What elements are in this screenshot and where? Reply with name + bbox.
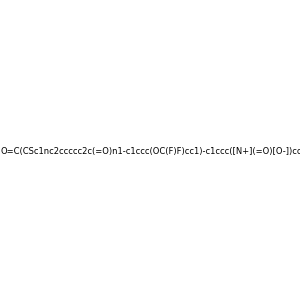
Text: O=C(CSc1nc2ccccc2c(=O)n1-c1ccc(OC(F)F)cc1)-c1ccc([N+](=O)[O-])cc1: O=C(CSc1nc2ccccc2c(=O)n1-c1ccc(OC(F)F)cc… [0, 147, 300, 156]
